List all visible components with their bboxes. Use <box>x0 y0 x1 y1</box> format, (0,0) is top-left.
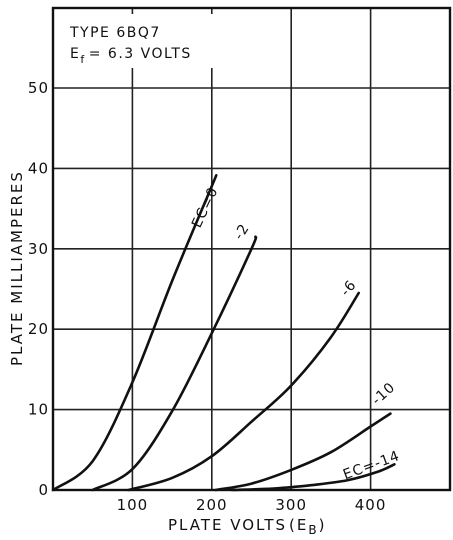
curve-series-2 <box>127 291 360 492</box>
annotation-filament: Ef = 6.3 VOLTS <box>70 46 192 66</box>
y-tick-label: 20 <box>28 320 49 338</box>
curve-label: EC=0 <box>189 184 222 230</box>
curve-series-4 <box>230 463 396 492</box>
x-tick-label: 200 <box>196 496 228 514</box>
curve-series-3 <box>214 412 392 492</box>
y-tick-label: 0 <box>38 481 49 499</box>
x-axis-label-paren: (E <box>289 516 308 534</box>
curves <box>51 174 396 492</box>
x-tick-label: 400 <box>355 496 387 514</box>
annotation-sub-f: f <box>80 53 85 66</box>
x-tick-label: 300 <box>275 496 307 514</box>
annotation-volts: = 6.3 VOLTS <box>89 46 192 62</box>
x-axis-label: PLATE VOLTS (EB) <box>168 516 326 537</box>
annotation-background <box>58 14 230 68</box>
y-tick-label: 30 <box>28 240 49 258</box>
curve-label: -6 <box>338 277 361 300</box>
y-tick-label: 50 <box>28 79 49 97</box>
x-axis-label-close: ) <box>319 516 327 534</box>
x-axis-label-main: PLATE VOLTS <box>168 516 287 534</box>
curve-series-1 <box>91 235 258 492</box>
curve-series-0 <box>51 174 218 492</box>
x-tick-label: 100 <box>117 496 149 514</box>
curve-label: EC=-14 <box>341 448 402 483</box>
tick-labels: 100 200 300 400 0 10 20 30 40 50 <box>28 79 387 514</box>
annotation-e: E <box>70 46 80 62</box>
y-tick-label: 40 <box>28 159 49 177</box>
y-axis-label: PLATE MILLIAMPERES <box>8 170 26 366</box>
curve-label: -2 <box>231 221 253 243</box>
curve-label: -10 <box>369 379 399 408</box>
y-tick-label: 10 <box>28 401 49 419</box>
annotation-type: TYPE 6BQ7 <box>69 25 161 41</box>
gridlines <box>53 7 450 490</box>
x-axis-label-sub: B <box>308 523 318 537</box>
